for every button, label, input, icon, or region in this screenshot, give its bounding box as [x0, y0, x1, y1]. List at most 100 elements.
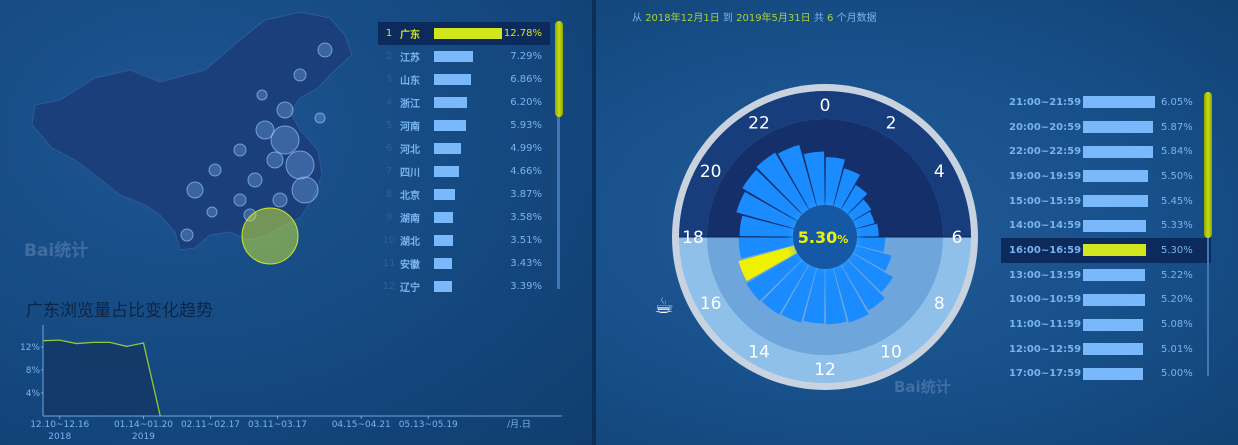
province-row[interactable]: 11 安徽 3.43% [378, 252, 550, 275]
hour-label: 18 [682, 228, 704, 248]
start-date[interactable]: 2018年12月1日 [645, 13, 720, 24]
province-bubble[interactable] [256, 89, 268, 101]
province-bubble[interactable] [255, 120, 275, 140]
hour-row[interactable]: 14:00~14:59 5.33% [1009, 213, 1209, 238]
x-tick-label: 02.11~02.17 [181, 420, 240, 430]
hour-pct: 6.05% [1161, 96, 1193, 108]
ranking-scrollbar-track[interactable] [557, 25, 560, 289]
hour-sector[interactable] [825, 157, 845, 207]
x-tick-label: 03.11~03.17 [248, 420, 307, 430]
suffix: 个月数据 [836, 13, 877, 24]
hour-label: 17:00~17:59 [1009, 368, 1082, 380]
province-bubble[interactable] [272, 192, 288, 208]
province-bubble[interactable] [186, 181, 204, 199]
guangdong-highlight[interactable] [241, 207, 299, 265]
province-ranking-list: 1 广东 12.78% 2 江苏 7.29% 3 山东 6.86% 4 浙江 6… [378, 22, 550, 298]
hour-sector[interactable] [742, 169, 803, 221]
province-bubble[interactable] [291, 176, 319, 204]
province-name: 河南 [400, 122, 420, 133]
hour-row[interactable]: 13:00~13:59 5.22% [1009, 263, 1209, 288]
province-row[interactable]: 8 北京 3.87% [378, 183, 550, 206]
province-row[interactable]: 7 四川 4.66% [378, 160, 550, 183]
province-bubble[interactable] [317, 42, 333, 58]
rank-number: 4 [385, 97, 393, 108]
hour-row[interactable]: 20:00~20:59 5.87% [1009, 115, 1209, 140]
province-bubble[interactable] [314, 112, 326, 124]
ranking-scrollbar-thumb[interactable] [555, 21, 563, 117]
hour-sector[interactable] [738, 245, 798, 282]
hour-scrollbar-thumb[interactable] [1204, 92, 1212, 238]
trend-title: 广东浏览量占比变化趋势 [26, 301, 213, 321]
province-bubble[interactable] [208, 163, 222, 177]
x-tick-year: 2019 [132, 432, 155, 442]
province-name: 辽宁 [400, 283, 420, 294]
province-row[interactable]: 5 河南 5.93% [378, 114, 550, 137]
rank-number: 1 [385, 28, 393, 39]
hour-sector[interactable] [778, 144, 817, 210]
province-row[interactable]: 3 山东 6.86% [378, 68, 550, 91]
hour-sector[interactable] [833, 264, 869, 323]
hour-sector[interactable] [736, 191, 798, 229]
province-bubble[interactable] [266, 151, 284, 169]
province-row[interactable]: 4 浙江 6.20% [378, 91, 550, 114]
hour-label: 14 [748, 342, 770, 362]
province-row[interactable]: 2 江苏 7.29% [378, 45, 550, 68]
hour-row[interactable]: 17:00~17:59 5.00% [1009, 362, 1209, 387]
hour-sector[interactable] [803, 151, 825, 207]
hour-sector[interactable] [825, 267, 847, 325]
hour-row[interactable]: 15:00~15:59 5.45% [1009, 189, 1209, 214]
hour-label: 6 [952, 228, 963, 248]
hour-pct: 5.84% [1161, 146, 1193, 158]
y-tick-label: 12% [20, 343, 40, 353]
hour-sector[interactable] [738, 237, 795, 259]
hour-row[interactable]: 12:00~12:59 5.01% [1009, 337, 1209, 362]
hour-sector[interactable] [803, 267, 825, 324]
hour-sector[interactable] [841, 259, 885, 311]
hour-sector[interactable] [739, 215, 795, 237]
rank-number: 7 [385, 166, 393, 177]
hour-sector[interactable] [847, 253, 893, 293]
province-bubble[interactable] [233, 193, 247, 207]
hour-bar [1083, 269, 1146, 282]
province-row[interactable]: 6 河北 4.99% [378, 137, 550, 160]
hour-row[interactable]: 21:00~21:59 6.05% [1009, 90, 1209, 115]
province-row[interactable]: 12 辽宁 3.39% [378, 275, 550, 298]
province-bubble[interactable] [270, 125, 300, 155]
province-bubble[interactable] [293, 68, 307, 82]
hour-row[interactable]: 19:00~19:59 5.50% [1009, 164, 1209, 189]
china-map-shape[interactable] [31, 11, 353, 251]
province-bar [434, 28, 502, 39]
province-bubble[interactable] [233, 143, 247, 157]
hour-pct: 5.45% [1161, 195, 1193, 207]
province-bar [434, 74, 471, 85]
province-bubble[interactable] [276, 101, 294, 119]
province-bubble[interactable] [285, 150, 315, 180]
province-bar [434, 166, 459, 177]
hour-sector[interactable] [852, 245, 892, 271]
hour-pct: 5.08% [1161, 319, 1193, 331]
province-pct: 3.51% [510, 235, 542, 246]
province-bubble[interactable] [247, 172, 263, 188]
province-bubble[interactable] [206, 206, 218, 218]
hour-sector[interactable] [781, 264, 817, 323]
province-bubble[interactable] [180, 228, 194, 242]
hour-bar [1083, 367, 1143, 380]
hour-sector[interactable] [756, 152, 809, 215]
hour-row[interactable]: 11:00~11:59 5.08% [1009, 312, 1209, 337]
hour-row[interactable]: 10:00~10:59 5.20% [1009, 288, 1209, 313]
province-bar [434, 120, 466, 131]
hour-label: 21:00~21:59 [1009, 96, 1082, 108]
hour-sector[interactable] [833, 168, 860, 210]
hour-label: 2 [886, 114, 897, 134]
province-row[interactable]: 10 湖北 3.51% [378, 229, 550, 252]
hour-label: 0 [820, 96, 831, 116]
china-map[interactable] [0, 0, 380, 290]
hour-row[interactable]: 16:00~16:59 5.30% [1001, 238, 1211, 263]
hour-sector[interactable] [746, 253, 803, 301]
end-date[interactable]: 2019年5月31日 [736, 13, 811, 24]
hour-row[interactable]: 22:00~22:59 5.84% [1009, 139, 1209, 164]
province-row[interactable]: 1 广东 12.78% [378, 22, 550, 45]
province-row[interactable]: 9 湖南 3.58% [378, 206, 550, 229]
hour-bar [1083, 195, 1148, 208]
hour-sector[interactable] [761, 259, 809, 315]
